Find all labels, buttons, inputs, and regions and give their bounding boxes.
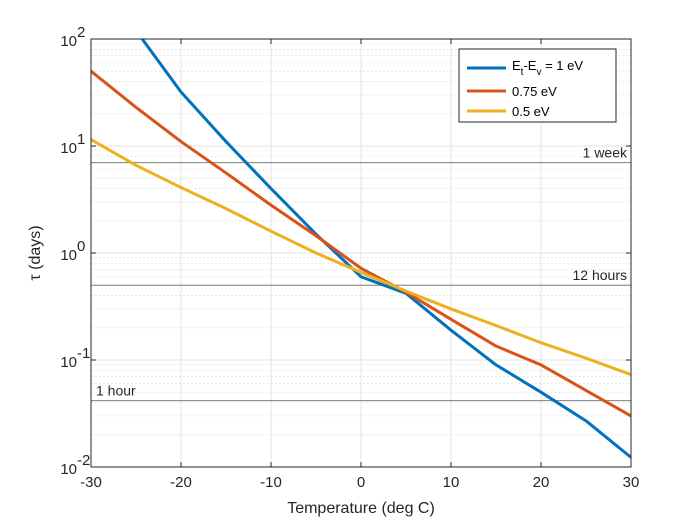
y-tick-label-base: 10 xyxy=(60,247,77,264)
major-grid xyxy=(91,39,631,467)
x-tick-label: 30 xyxy=(623,474,640,491)
series-line xyxy=(91,138,631,377)
x-tick-label: 20 xyxy=(533,474,550,491)
legend-label: 0.75 eV xyxy=(512,84,557,99)
reference-line-label: 1 week xyxy=(583,145,628,161)
y-tick-label-exponent: 0 xyxy=(77,238,85,255)
x-tick-label: -10 xyxy=(260,474,282,491)
y-tick-label-base: 10 xyxy=(60,140,77,157)
reference-line-label: 1 hour xyxy=(96,383,136,399)
legend-label: Et-Ev = 1 eV xyxy=(512,58,583,78)
x-axis-label: Temperature (deg C) xyxy=(287,500,435,517)
x-tick-label: -20 xyxy=(170,474,192,491)
legend-label-part: = 1 eV xyxy=(541,58,583,73)
y-axis-label: τ (days) xyxy=(27,225,44,280)
legend-label-part: E xyxy=(512,58,521,73)
x-tick-labels: -30 -20 -10 0 10 20 30 xyxy=(80,474,639,491)
y-tick-label-base: 10 xyxy=(60,33,77,50)
y-tick-label-exponent: -2 xyxy=(77,452,90,469)
series-line xyxy=(91,69,631,418)
reference-lines: 1 week 12 hours 1 hour xyxy=(91,145,631,402)
y-tick-label-base: 10 xyxy=(60,461,77,478)
y-tick-label-exponent: -1 xyxy=(77,345,90,362)
reference-line-label: 12 hours xyxy=(573,267,627,283)
x-tick-label: 10 xyxy=(443,474,460,491)
series-line xyxy=(140,39,631,459)
x-tick-label: 0 xyxy=(357,474,365,491)
y-tick-label-base: 10 xyxy=(60,354,77,371)
legend: Et-Ev = 1 eV 0.75 eV 0.5 eV xyxy=(458,48,617,123)
legend-label-part: -E xyxy=(523,58,536,73)
legend-label-part: t xyxy=(521,67,524,78)
data-series xyxy=(91,39,631,459)
x-tick-label: -30 xyxy=(80,474,102,491)
legend-label: 0.5 eV xyxy=(512,104,550,119)
y-tick-label-exponent: 1 xyxy=(77,131,85,148)
y-tick-label-exponent: 2 xyxy=(77,24,85,41)
axis-ticks xyxy=(90,38,632,468)
legend-label-part: v xyxy=(536,67,541,78)
